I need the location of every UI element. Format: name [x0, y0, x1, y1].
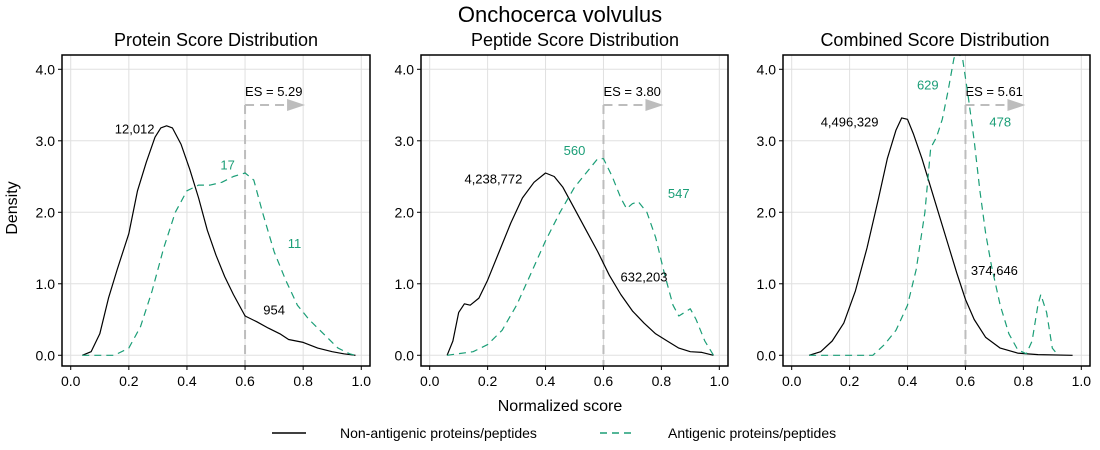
series-line-non-antigenic [808, 117, 1073, 356]
x-tick-label: 0.8 [293, 373, 313, 389]
series-line-antigenic [82, 172, 356, 356]
y-tick-label: 0.0 [757, 347, 777, 363]
x-tick-label: 0.6 [594, 373, 614, 389]
panel-1: Protein Score Distribution ES = 5.29 12,01… [36, 30, 372, 389]
series-group [808, 55, 1073, 356]
x-tick-label: 0.0 [420, 373, 440, 389]
x-tick-label: 1.0 [352, 373, 372, 389]
x-tick-label: 0.2 [119, 373, 139, 389]
y-tick-label: 3.0 [36, 133, 56, 149]
x-axis-label: Normalized score [498, 398, 623, 415]
y-tick-label: 1.0 [36, 276, 56, 292]
y-tick-label: 0.0 [36, 347, 56, 363]
y-tick-label: 1.0 [757, 276, 777, 292]
x-tick-label: 0.2 [840, 373, 860, 389]
y-tick-label: 4.0 [36, 61, 56, 77]
y-tick-label: 2.0 [395, 204, 415, 220]
threshold-arrow-head [1007, 99, 1026, 112]
series-group [82, 125, 356, 356]
count-label: 17 [220, 157, 234, 172]
count-label: 374,646 [971, 263, 1018, 278]
plot-frame [61, 54, 371, 367]
x-tick-label: 0.2 [478, 373, 498, 389]
panel-title: Peptide Score Distribution [471, 30, 679, 50]
x-tick-label: 0.6 [956, 373, 976, 389]
count-label: 4,496,329 [821, 114, 879, 129]
legend-label-antigenic: Antigenic proteins/peptides [668, 425, 836, 441]
panel-2: Peptide Score Distribution ES = 3.80 4,238… [395, 30, 730, 389]
count-label: 11 [288, 236, 302, 251]
count-label: 954 [263, 303, 285, 318]
series-line-antigenic [809, 55, 1059, 356]
series-line-non-antigenic [446, 172, 714, 356]
threshold-arrow-head [287, 99, 306, 112]
panel-title: Protein Score Distribution [114, 30, 318, 50]
y-tick-label: 3.0 [395, 133, 415, 149]
x-tick-label: 0.4 [536, 373, 556, 389]
y-tick-label: 1.0 [395, 276, 415, 292]
y-tick-label: 4.0 [757, 61, 777, 77]
threshold-label: ES = 5.29 [245, 84, 302, 99]
count-label: 632,203 [621, 270, 668, 285]
plot-frame [420, 54, 729, 367]
count-label: 478 [989, 114, 1011, 129]
x-tick-label: 0.0 [782, 373, 802, 389]
y-tick-label: 0.0 [395, 347, 415, 363]
panels: Protein Score Distribution ES = 5.29 12,01… [36, 30, 1092, 389]
x-tick-label: 1.0 [710, 373, 730, 389]
threshold-label: ES = 3.80 [603, 84, 660, 99]
panel-title: Combined Score Distribution [820, 30, 1049, 50]
series-group [446, 158, 715, 356]
y-tick-label: 2.0 [36, 204, 56, 220]
x-tick-label: 0.4 [177, 373, 197, 389]
x-tick-label: 0.0 [61, 373, 81, 389]
count-label: 4,238,772 [464, 172, 522, 187]
x-tick-label: 0.6 [235, 373, 255, 389]
panel-3: Combined Score Distribution ES = 5.61 4,49… [757, 30, 1092, 389]
y-tick-label: 3.0 [757, 133, 777, 149]
y-tick-label: 4.0 [395, 61, 415, 77]
series-line-antigenic [447, 158, 715, 356]
count-label: 547 [668, 186, 690, 201]
legend: Non-antigenic proteins/peptides Antigeni… [272, 425, 836, 441]
y-axis-label: Density [4, 181, 21, 234]
count-label: 12,012 [115, 122, 155, 137]
x-tick-label: 0.4 [898, 373, 918, 389]
figure-title: Onchocerca volvulus [458, 2, 662, 27]
series-line-non-antigenic [82, 125, 356, 356]
y-tick-label: 2.0 [757, 204, 777, 220]
x-tick-label: 0.8 [1014, 373, 1034, 389]
x-tick-label: 0.8 [652, 373, 672, 389]
plot-frame [782, 54, 1091, 367]
count-label: 560 [564, 143, 586, 158]
legend-label-non-antigenic: Non-antigenic proteins/peptides [340, 425, 537, 441]
threshold-label: ES = 5.61 [965, 84, 1022, 99]
threshold-arrow-head [645, 99, 664, 112]
x-tick-label: 1.0 [1072, 373, 1092, 389]
count-label: 629 [917, 77, 939, 92]
